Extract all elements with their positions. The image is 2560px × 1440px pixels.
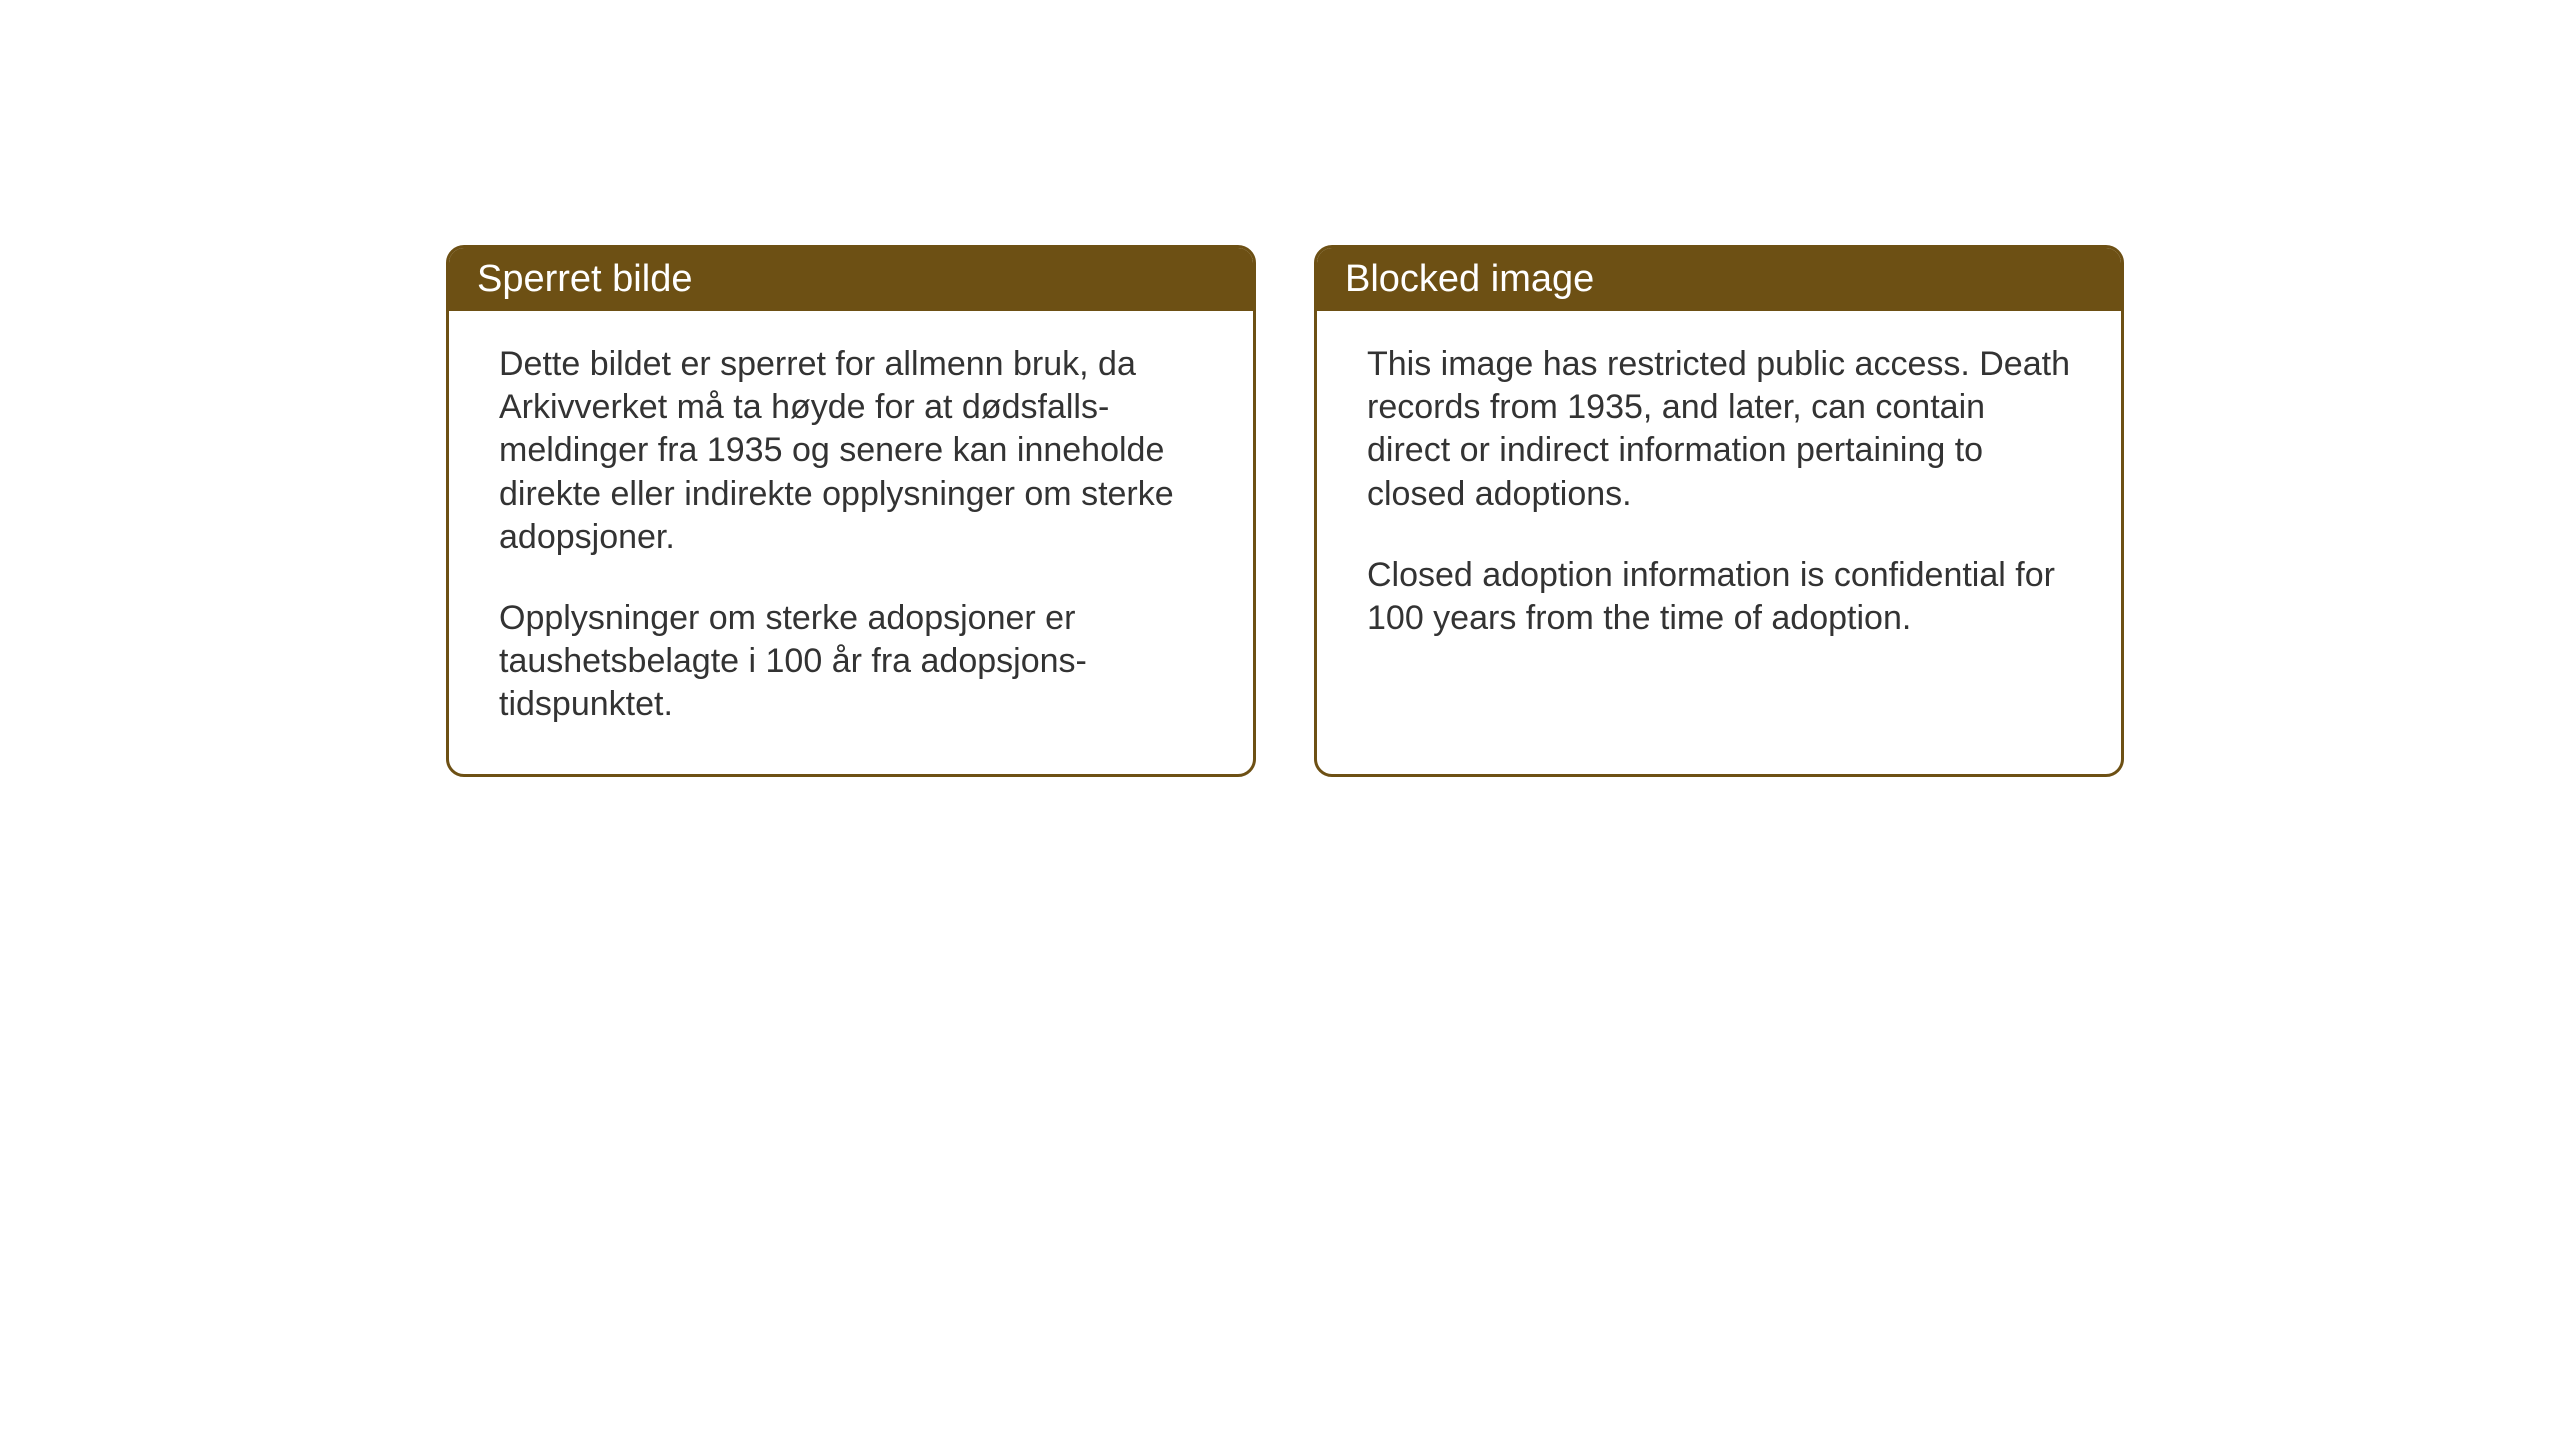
card-english: Blocked image This image has restricted … [1314,245,2124,777]
card-paragraph-2-norwegian: Opplysninger om sterke adopsjoner er tau… [499,597,1203,727]
card-paragraph-1-english: This image has restricted public access.… [1367,343,2071,516]
card-body-norwegian: Dette bildet er sperret for allmenn bruk… [449,311,1253,774]
card-title-norwegian: Sperret bilde [477,258,692,300]
notice-container: Sperret bilde Dette bildet er sperret fo… [446,245,2124,777]
card-header-norwegian: Sperret bilde [449,248,1253,311]
card-title-english: Blocked image [1345,258,1594,300]
card-norwegian: Sperret bilde Dette bildet er sperret fo… [446,245,1256,777]
card-header-english: Blocked image [1317,248,2121,311]
card-body-english: This image has restricted public access.… [1317,311,2121,688]
card-paragraph-1-norwegian: Dette bildet er sperret for allmenn bruk… [499,343,1203,559]
card-paragraph-2-english: Closed adoption information is confident… [1367,554,2071,640]
